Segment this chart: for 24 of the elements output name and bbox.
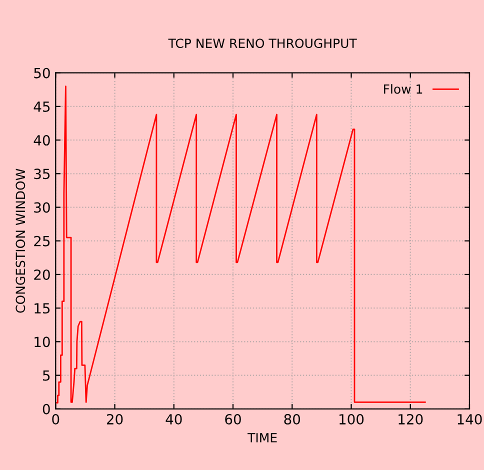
y-tick-label: 30 — [34, 202, 50, 213]
y-tick-label: 20 — [34, 269, 50, 280]
x-tick-label: 140 — [458, 414, 482, 425]
y-tick-label: 25 — [34, 236, 50, 246]
y-tick-label: 10 — [34, 336, 50, 348]
y-axis-title: CONGESTION WINDOW — [16, 168, 26, 313]
y-tick-label: 45 — [34, 102, 50, 112]
x-tick-label: 100 — [340, 414, 364, 425]
y-tick-label: 40 — [34, 135, 50, 146]
x-axis-title: TIME — [248, 433, 277, 442]
x-tick-label: 60 — [225, 414, 241, 425]
y-tick-label: 5 — [43, 370, 50, 381]
y-tick-label: 35 — [34, 168, 50, 180]
x-tick-label: 0 — [52, 414, 60, 425]
y-tick-label: 15 — [34, 303, 50, 314]
y-tick-label: 0 — [42, 404, 50, 414]
chart-title: TCP NEW RENO THROUGHPUT — [168, 38, 357, 48]
x-tick-label: 120 — [398, 414, 423, 425]
x-tick-label: 20 — [106, 414, 123, 425]
x-tick-label: 40 — [166, 414, 182, 425]
y-tick-label: 50 — [34, 68, 50, 78]
line-series — [56, 86, 426, 404]
x-tick-label: 80 — [284, 414, 300, 425]
legend-label: Flow 1 — [384, 84, 422, 94]
